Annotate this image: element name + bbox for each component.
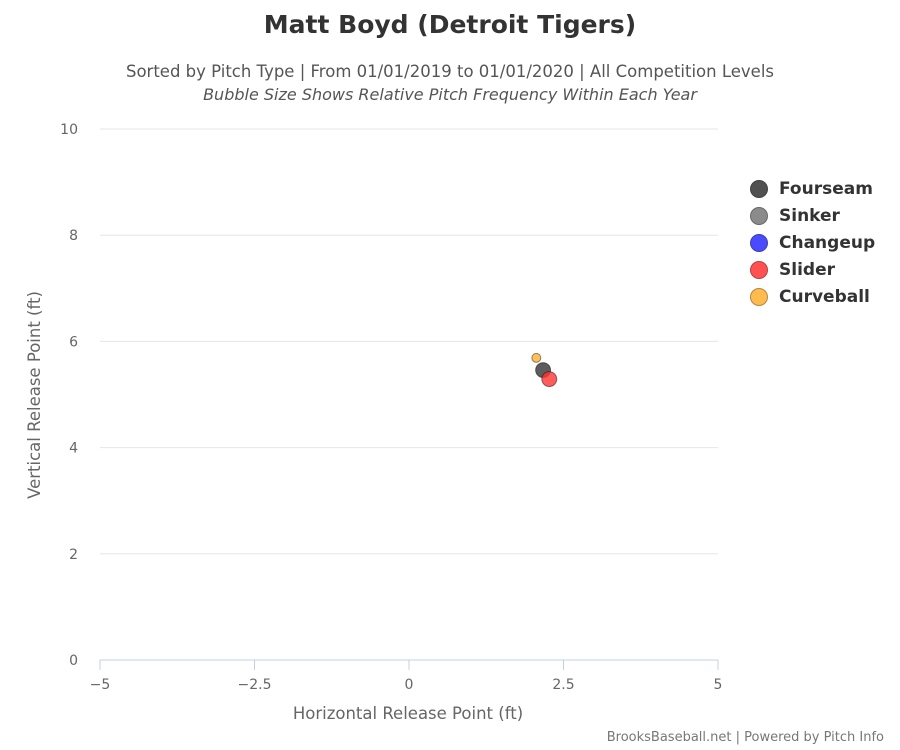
x-axis-label: Horizontal Release Point (ft) (293, 704, 523, 723)
chart-subtitle-bubble-note: Bubble Size Shows Relative Pitch Frequen… (203, 85, 697, 104)
x-tick-label: −2.5 (238, 677, 272, 693)
legend-marker-icon (750, 206, 768, 225)
chart-title: Matt Boyd (Detroit Tigers) (263, 10, 637, 39)
legend-item-sinker[interactable]: Sinker (750, 202, 875, 229)
y-tick-label: 4 (69, 441, 78, 457)
legend: Fourseam Sinker Changeup Slider Curveball (750, 175, 875, 310)
legend-item-slider[interactable]: Slider (750, 256, 875, 283)
legend-label: Sinker (779, 205, 840, 226)
legend-marker-icon (750, 179, 768, 198)
y-tick-label: 2 (69, 547, 78, 563)
data-points (531, 352, 558, 388)
y-tick-label: 0 (69, 653, 78, 669)
legend-marker-icon (750, 287, 768, 306)
y-tick-label: 6 (69, 334, 78, 350)
chart-subtitle: Sorted by Pitch Type | From 01/01/2019 t… (125, 62, 775, 81)
credits-text[interactable]: BrooksBaseball.net | Powered by Pitch In… (606, 730, 884, 745)
legend-marker-icon (750, 260, 768, 279)
x-tick-label: 2.5 (552, 677, 574, 693)
y-axis-label: Vertical Release Point (ft) (25, 291, 44, 499)
point-slider (541, 371, 558, 388)
legend-marker-icon (750, 233, 768, 252)
legend-label: Changeup (779, 232, 876, 253)
legend-label: Fourseam (779, 178, 873, 199)
legend-item-changeup[interactable]: Changeup (750, 229, 875, 256)
legend-item-curveball[interactable]: Curveball (750, 283, 875, 310)
grid-lines (100, 128, 718, 555)
x-tick-label: 0 (405, 677, 414, 693)
legend-label: Curveball (779, 286, 870, 307)
legend-label: Slider (779, 259, 835, 280)
y-tick-label: 10 (60, 122, 78, 138)
x-tick-label: 5 (714, 677, 723, 693)
x-tick-label: −5 (90, 677, 111, 693)
y-tick-label: 8 (69, 228, 78, 244)
legend-item-fourseam[interactable]: Fourseam (750, 175, 875, 202)
point-curveball (531, 352, 542, 363)
axes: 0 2 4 6 8 10 −5 −2.5 0 2.5 5 (60, 122, 722, 693)
